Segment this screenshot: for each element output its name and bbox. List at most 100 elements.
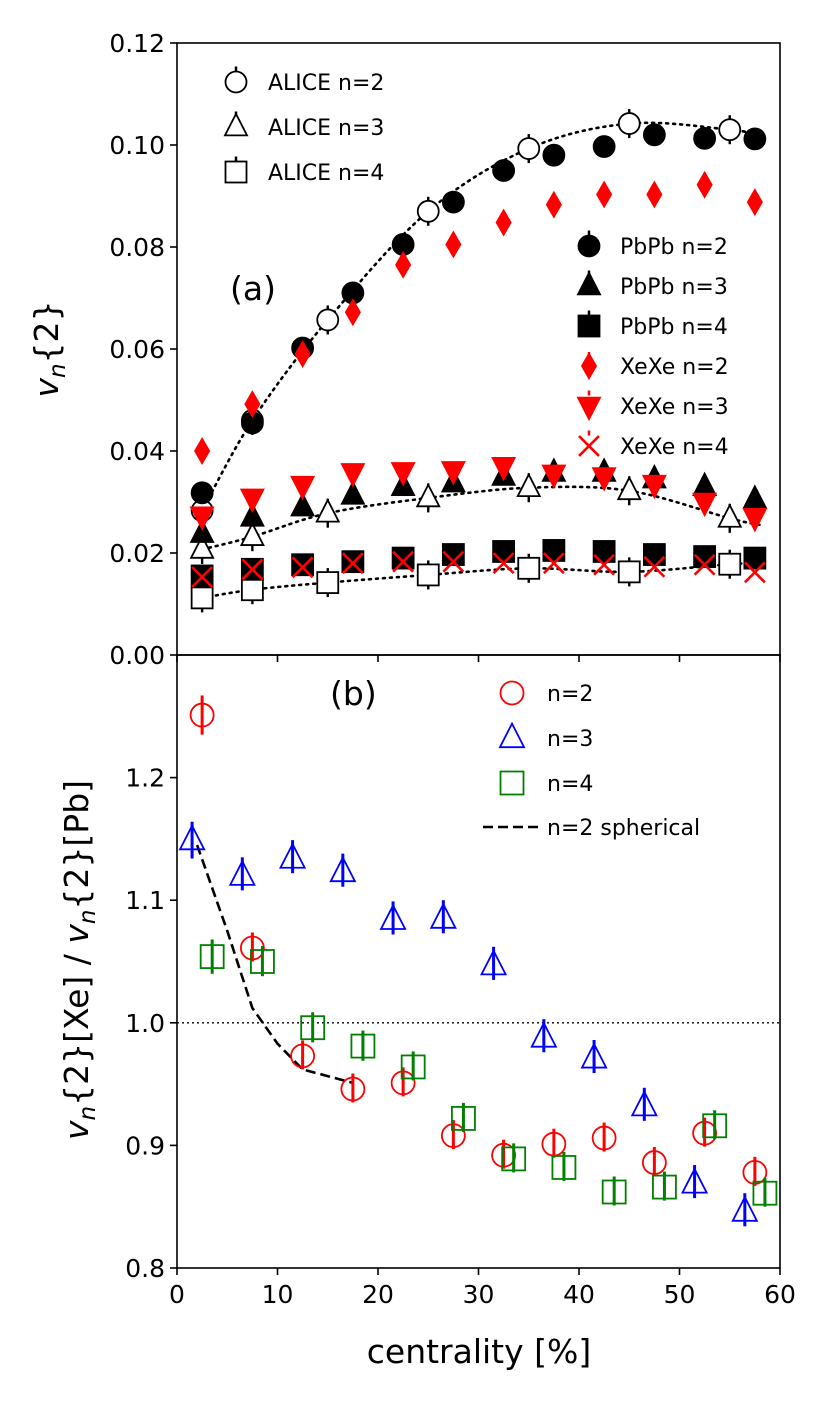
legend-label-xexe-n-4: XeXe n=4 (620, 435, 729, 460)
point-alice-n-2 (416, 199, 440, 223)
point-n-2 (641, 1150, 667, 1175)
point-n-2 (340, 1076, 366, 1102)
point-alice-n-3 (189, 534, 215, 559)
point-xexe-n-2 (495, 208, 512, 237)
point-n-4 (752, 1180, 778, 1206)
legend-marker-n-3 (498, 721, 526, 749)
point-xexe-n-3 (390, 462, 416, 487)
point-n-2 (742, 1159, 768, 1185)
legend-marker-n-2 (499, 680, 525, 706)
point-n-4 (300, 1015, 326, 1041)
legend-label-alice-n-3: ALICE n=3 (268, 116, 384, 141)
legend-marker-alice-n-2 (224, 70, 248, 94)
ylabel-part: {2}[Xe] / (57, 944, 96, 1106)
legend-marker-alice-n-3 (223, 111, 249, 137)
point-alice-n-4 (718, 552, 742, 576)
point-pbpb-n-4 (441, 543, 465, 566)
point-xexe-n-4 (492, 552, 515, 575)
series-n-4 (199, 939, 778, 1207)
point-n-2 (290, 1043, 316, 1069)
legend-marker-pbpb-n-3 (576, 270, 602, 296)
point-xexe-n-2 (194, 437, 211, 465)
y-tick-label: 1.2 (125, 764, 165, 793)
point-alice-n-3 (717, 503, 743, 528)
legend-label-xexe-n-2: XeXe n=2 (620, 355, 729, 380)
point-n-2 (189, 702, 215, 728)
point-alice-n-4 (617, 560, 641, 584)
point-n-3 (279, 842, 307, 869)
point-alice-n-4 (517, 556, 541, 580)
point-pbpb-n-2 (743, 127, 767, 151)
x-tick-label: 50 (664, 1280, 696, 1309)
ylabel-part: v (57, 924, 96, 944)
y-axis-label-a: vn{2} (27, 300, 71, 397)
legend-label-pbpb-n-2: PbPb n=2 (620, 235, 728, 260)
legend-pbpb-xexe: PbPb n=2 PbPb n=3 PbPb n=4 XeXe n=2 XeXe n=3… (576, 230, 729, 460)
ylabel-part: v (57, 1120, 96, 1140)
point-alice-n-2 (316, 308, 340, 332)
point-alice-n-4 (416, 563, 440, 587)
y-tick-label: 0.08 (109, 233, 165, 262)
point-xexe-n-4 (191, 566, 214, 588)
legend-label-alice-n-4: ALICE n=4 (268, 161, 384, 186)
x-tick-label: 0 (169, 1280, 185, 1309)
ylabel-v: v (27, 378, 66, 398)
point-alice-n-3 (315, 498, 341, 523)
point-alice-n-2 (718, 118, 742, 142)
point-xexe-n-3 (340, 463, 366, 488)
legend-label-n2-spherical: n=2 spherical (547, 816, 700, 841)
panel-a: 0.00 0.02 0.04 0.06 0.08 0.10 0.12 (a) ALICE n=2… (27, 29, 781, 670)
legend-marker-n-4 (499, 770, 525, 796)
point-n-4 (250, 949, 275, 974)
point-alice-n-3 (616, 475, 642, 501)
point-n-3 (429, 902, 457, 929)
point-n-3 (731, 1195, 759, 1222)
point-pbpb-n-2 (592, 135, 616, 158)
point-alice-n-4 (240, 578, 264, 602)
point-n-3 (580, 1042, 608, 1069)
point-xexe-n-2 (445, 230, 462, 259)
legend-ratio: n=2 n=3 n=4 n=2 spherical (483, 680, 700, 841)
point-xexe-n-3 (440, 461, 466, 486)
point-xexe-n-3 (239, 488, 265, 514)
ylabel-rest: {2} (27, 300, 66, 363)
legend-alice: ALICE n=2 ALICE n=3 ALICE n=4 (223, 66, 384, 186)
point-n-3 (480, 948, 508, 976)
legend-label-n-3: n=3 (547, 727, 593, 752)
point-xexe-n-3 (591, 467, 617, 492)
point-alice-n-4 (316, 571, 340, 594)
panel-label-b: (b) (330, 674, 377, 713)
point-n-3 (178, 823, 206, 851)
panel-b: 0.8 0.9 1.0 1.1 1.2 0 10 20 30 40 50 60 (b) n=2 n=3 n=4… (57, 654, 796, 1309)
point-n-3 (530, 1021, 558, 1048)
legend-label-n-2: n=2 (547, 682, 593, 707)
point-n-2 (440, 1123, 466, 1148)
y-tick-label: 0.06 (109, 335, 165, 364)
point-n-3 (681, 1167, 709, 1194)
x-axis-label: centrality [%] (367, 1332, 592, 1371)
point-xexe-n-3 (541, 464, 567, 490)
point-n-3 (630, 1089, 658, 1117)
point-xexe-n-2 (395, 250, 412, 279)
legend-marker-xexe-n-4 (578, 435, 600, 457)
y-tick-label: 0.8 (125, 1254, 165, 1283)
legend-label-xexe-n-3: XeXe n=3 (620, 395, 729, 420)
ylabel-part: n (75, 1106, 101, 1121)
fit-curve-alice-n-4-fit (200, 561, 762, 600)
y-tick-label: 1.0 (125, 1009, 165, 1038)
point-pbpb-n-4 (693, 545, 717, 568)
point-pbpb-n-3 (189, 518, 215, 543)
y-tick-label: 0.10 (109, 131, 165, 160)
point-pbpb-n-4 (391, 546, 415, 570)
point-n-3 (379, 903, 407, 930)
point-n-4 (350, 1033, 376, 1059)
legend-label-pbpb-n-4: PbPb n=4 (620, 315, 728, 340)
curve-n-2-spherical (195, 844, 354, 1085)
y-tick-label: 0.04 (109, 437, 165, 466)
point-pbpb-n-4 (642, 543, 666, 566)
point-n-4 (601, 1179, 627, 1205)
point-xexe-n-3 (189, 506, 215, 531)
point-alice-n-3 (239, 521, 265, 546)
legend-marker-xexe-n-3 (576, 396, 602, 422)
